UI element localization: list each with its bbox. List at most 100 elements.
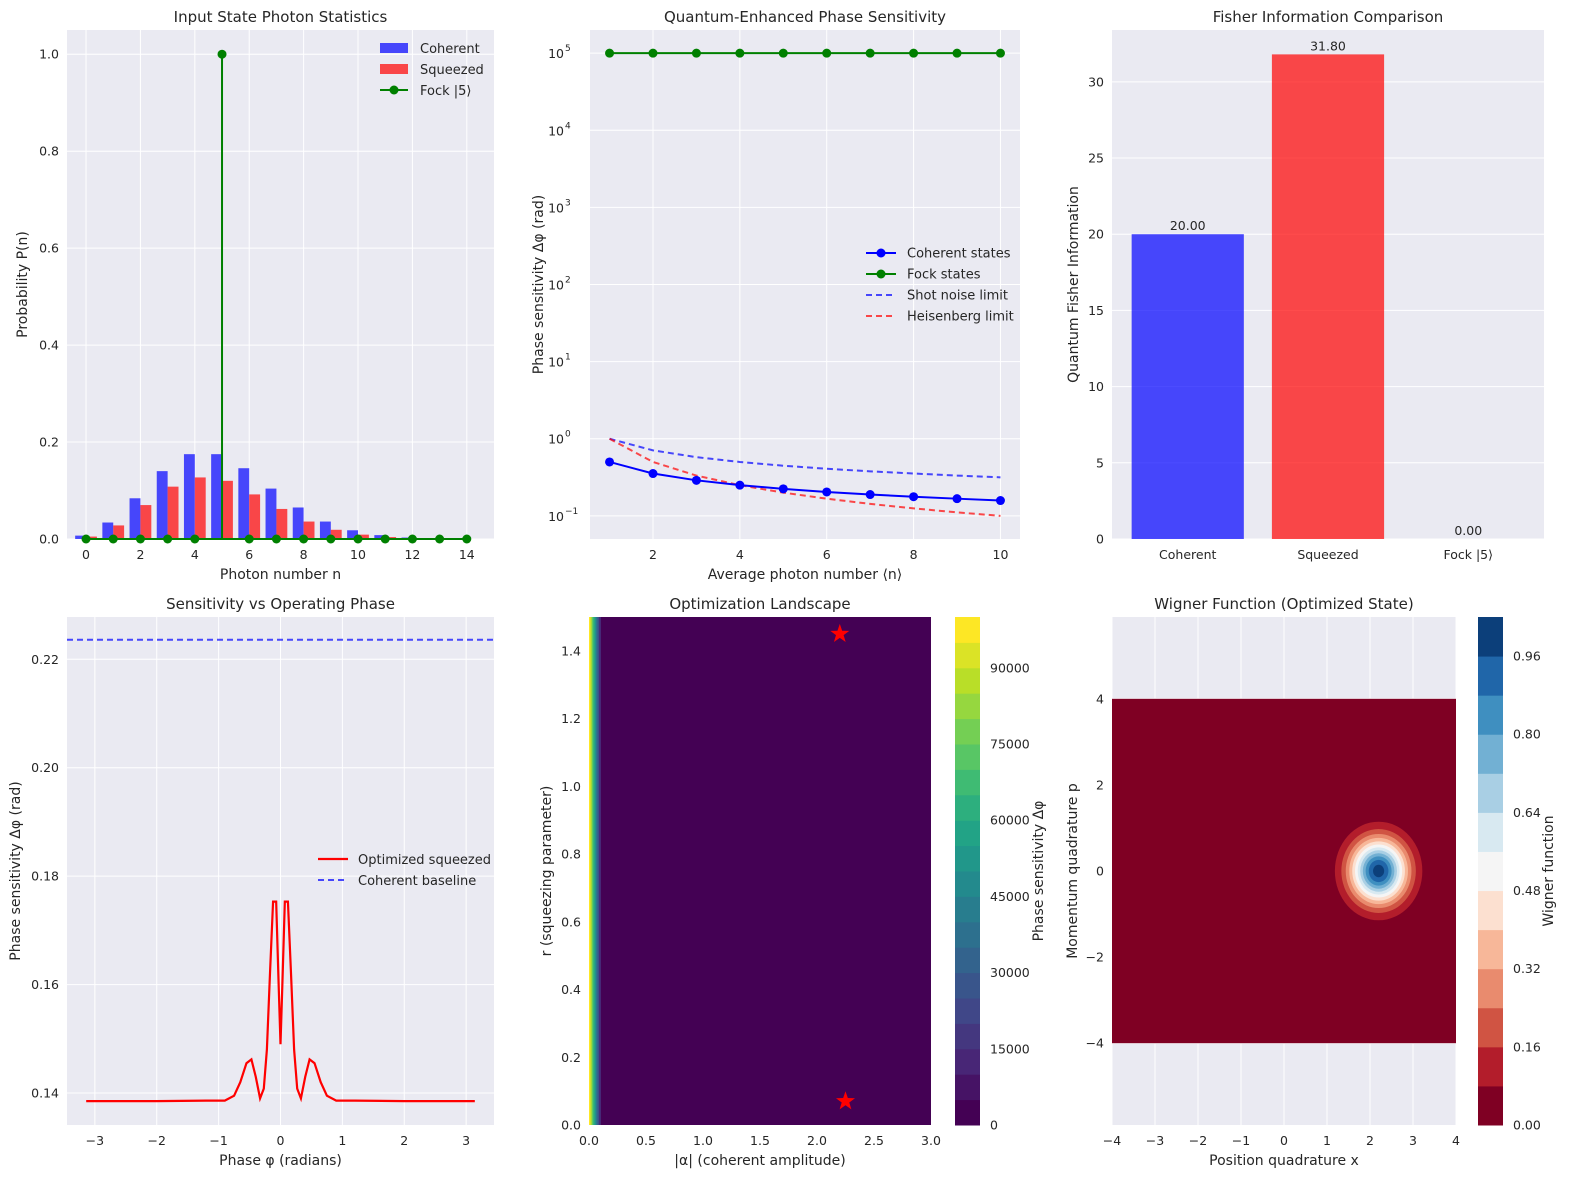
landscape-band [590, 617, 593, 1125]
chart-title: Fisher Information Comparison [1213, 8, 1444, 26]
fock-states-line-marker [865, 48, 875, 58]
legend-label-squeezed: Squeezed [420, 63, 484, 78]
x-tick-label: Coherent [1159, 547, 1216, 562]
fisher-bar [1271, 54, 1385, 539]
y-tick-label: 0.4 [39, 338, 59, 353]
y-tick-exponent: 0 [565, 430, 571, 440]
fock-states-line-marker [605, 48, 615, 58]
x-axis-label: Average photon number ⟨n⟩ [708, 567, 903, 583]
fock-states-line-marker [648, 48, 658, 58]
x-tick-label: 12 [404, 547, 420, 562]
y-tick-exponent: 4 [565, 121, 571, 131]
legend-swatch-coherent [380, 43, 408, 53]
colorbar-band [1478, 812, 1503, 852]
x-tick-label: 4 [1452, 1133, 1460, 1148]
fock-marker [244, 534, 254, 544]
colorbar-band [955, 769, 980, 796]
y-tick-label: 0.6 [39, 241, 59, 256]
colorbar-band [1478, 968, 1503, 1009]
y-axis-label: Quantum Fisher Information [1066, 186, 1082, 383]
y-tick-label: 10 [1088, 379, 1104, 394]
x-tick-label: 3 [462, 1133, 470, 1148]
y-tick-base: 10 [548, 46, 564, 61]
optimized-squeezed-line [86, 900, 475, 1103]
colorbar-band [955, 1023, 980, 1050]
x-tick-label: 2 [136, 547, 144, 562]
chart-title: Sensitivity vs Operating Phase [166, 595, 395, 613]
y-tick-exponent: 3 [565, 198, 571, 208]
colorbar-band [955, 1048, 980, 1075]
x-tick-label: 0 [82, 547, 90, 562]
coherent-bar [265, 488, 277, 539]
coherent-bar [75, 535, 87, 539]
colorbar-band [955, 617, 980, 643]
coherent-states-line-marker [909, 492, 919, 502]
landscape-band [591, 617, 594, 1125]
colorbar-band [1478, 617, 1503, 657]
legend-label-coherent: Coherent [420, 42, 480, 57]
colorbar-band [1478, 1046, 1503, 1087]
y-tick-label: 0 [1096, 532, 1104, 547]
x-tick-label: 0 [277, 1133, 285, 1148]
x-tick-label: 2.0 [807, 1133, 827, 1148]
colorbar-band [955, 794, 980, 821]
y-tick-label: 1.0 [39, 47, 59, 62]
x-tick-label: 3.0 [921, 1133, 941, 1148]
y-axis-label: Momentum quadrature p [1065, 783, 1081, 959]
colorbar-tick-label: 15000 [990, 1041, 1030, 1056]
landscape-band [589, 617, 591, 1125]
y-tick-label: 0.20 [31, 760, 59, 775]
y-tick-exponent: 5 [565, 44, 571, 54]
colorbar-band [1478, 1085, 1503, 1126]
colorbar-band [955, 1074, 980, 1101]
x-tick-label: 2.5 [864, 1133, 884, 1148]
colorbar-band [1478, 695, 1503, 735]
x-tick-label: 6 [245, 547, 253, 562]
colorbar-tick-label: 0.16 [1513, 1039, 1541, 1054]
colorbar-label: Wigner function [1541, 815, 1557, 926]
coherent-bar [183, 454, 195, 539]
y-tick-label: 0.0 [39, 532, 59, 547]
fock-marker [271, 534, 281, 544]
colorbar-tick-label: 0.48 [1513, 883, 1541, 898]
coherent-states-line [609, 460, 1001, 502]
coherent-bar [347, 530, 359, 539]
squeezed-bar [303, 521, 315, 539]
x-axis-label: Phase φ (radians) [219, 1153, 342, 1169]
colorbar-band [1478, 851, 1503, 892]
fock-states-line-marker [735, 48, 745, 58]
x-tick-label: 1.0 [693, 1133, 713, 1148]
fock-marker [135, 534, 145, 544]
fock-marker [81, 534, 91, 544]
coherent-states-line-marker [648, 469, 658, 479]
optimum-star-marker [835, 1091, 856, 1110]
coherent-bar [102, 522, 114, 539]
x-tick-label: −2 [1189, 1133, 1207, 1148]
colorbar-band [1478, 656, 1503, 696]
optimization-landscape-panel: Optimization Landscape 0.0 0.5 1.0 1.5 2.0 2.5… [539, 595, 1047, 1169]
colorbar-tick-label: 60000 [990, 813, 1030, 828]
fock-states-line-marker [952, 48, 962, 58]
x-tick-label: Fock |5⟩ [1443, 547, 1493, 562]
y-tick-label: 0.16 [31, 977, 59, 992]
y-tick-exponent: −1 [565, 507, 578, 517]
y-tick-label: 0.8 [561, 847, 581, 862]
y-tick-label: 0 [1096, 864, 1104, 879]
landscape-band [597, 617, 600, 1125]
y-tick-label: 1.0 [561, 779, 581, 794]
x-tick-label: 10 [993, 547, 1009, 562]
coherent-bar [319, 521, 331, 539]
fisher-value-label: 0.00 [1454, 523, 1482, 538]
x-tick-label: −4 [1103, 1133, 1121, 1148]
colorbar-band [1478, 734, 1503, 774]
fisher-value-label: 20.00 [1170, 218, 1206, 233]
colorbar-tick-label: 75000 [990, 737, 1030, 752]
y-tick-label: 25 [1088, 151, 1104, 166]
landscape-band [596, 617, 599, 1125]
squeezed-bar [86, 536, 97, 539]
coherent-states-line-marker [865, 490, 875, 500]
y-tick-label: 0.2 [39, 435, 59, 450]
fock-marker [299, 534, 309, 544]
landscape-band [598, 617, 601, 1125]
